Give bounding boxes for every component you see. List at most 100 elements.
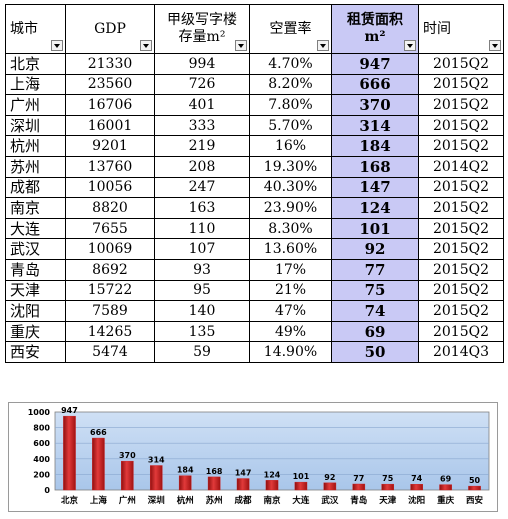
cell-stock[interactable]: 110: [154, 217, 250, 240]
cell-time[interactable]: 2014Q2: [418, 155, 504, 178]
chevron-down-icon[interactable]: [317, 40, 329, 51]
cell-city[interactable]: 青岛: [5, 258, 66, 281]
cell-gdp[interactable]: 21330: [65, 53, 155, 75]
cell-gdp[interactable]: 8820: [65, 197, 155, 219]
cell-stock[interactable]: 163: [154, 197, 250, 219]
cell-vacancy[interactable]: 23.90%: [249, 197, 332, 219]
cell-gdp[interactable]: 7589: [65, 300, 155, 322]
cell-vacancy[interactable]: 4.70%: [249, 53, 332, 75]
cell-stock[interactable]: 219: [154, 135, 250, 157]
cell-gdp[interactable]: 16706: [65, 94, 155, 116]
cell-gdp[interactable]: 8692: [65, 258, 155, 281]
bar-苏州: [207, 476, 221, 491]
cell-time[interactable]: 2014Q3: [418, 341, 504, 363]
cell-city[interactable]: 大连: [5, 217, 66, 240]
cell-vacancy[interactable]: 7.80%: [249, 94, 332, 116]
cell-stock[interactable]: 208: [154, 155, 250, 178]
cell-gdp[interactable]: 5474: [65, 341, 155, 363]
cell-time[interactable]: 2015Q2: [418, 238, 504, 260]
cell-vacancy[interactable]: 8.30%: [249, 217, 332, 240]
cell-stock[interactable]: 135: [154, 320, 250, 343]
cell-stock[interactable]: 333: [154, 114, 250, 137]
cell-time[interactable]: 2015Q2: [418, 94, 504, 116]
cell-time[interactable]: 2015Q2: [418, 217, 504, 240]
cell-gdp[interactable]: 9201: [65, 135, 155, 157]
cell-rent[interactable]: 370: [331, 94, 419, 116]
chevron-down-icon[interactable]: [51, 40, 63, 51]
cell-time[interactable]: 2015Q2: [418, 176, 504, 199]
cell-stock[interactable]: 59: [154, 341, 250, 363]
cell-rent[interactable]: 184: [331, 135, 419, 157]
cell-rent[interactable]: 77: [331, 258, 419, 281]
bar-chart-canvas: 0 200 400 600 800 1000 947 666 370 314 184 168 147 1…: [28, 406, 490, 506]
table-row: 青岛 8692 93 17% 77 2015Q2: [5, 258, 504, 281]
cell-vacancy[interactable]: 21%: [249, 279, 332, 302]
cell-gdp[interactable]: 10069: [65, 238, 155, 260]
cell-rent[interactable]: 168: [331, 155, 419, 178]
cell-rent[interactable]: 124: [331, 197, 419, 219]
cell-rent[interactable]: 101: [331, 217, 419, 240]
cell-gdp[interactable]: 15722: [65, 279, 155, 302]
cell-time[interactable]: 2015Q2: [418, 279, 504, 302]
cell-vacancy[interactable]: 17%: [249, 258, 332, 281]
cell-gdp[interactable]: 7655: [65, 217, 155, 240]
cell-vacancy[interactable]: 14.90%: [249, 341, 332, 363]
cell-city[interactable]: 沈阳: [5, 300, 66, 322]
chevron-down-icon[interactable]: [489, 40, 501, 51]
cell-city[interactable]: 上海: [5, 73, 66, 96]
cell-stock[interactable]: 95: [154, 279, 250, 302]
cell-stock[interactable]: 93: [154, 258, 250, 281]
cell-time[interactable]: 2015Q2: [418, 197, 504, 219]
cell-stock[interactable]: 401: [154, 94, 250, 116]
cell-gdp[interactable]: 13760: [65, 155, 155, 178]
cell-rent[interactable]: 314: [331, 114, 419, 137]
chevron-down-icon[interactable]: [404, 40, 416, 51]
cell-stock[interactable]: 107: [154, 238, 250, 260]
cell-rent[interactable]: 69: [331, 320, 419, 343]
cell-time[interactable]: 2015Q2: [418, 53, 504, 75]
cell-city[interactable]: 重庆: [5, 320, 66, 343]
cell-city[interactable]: 北京: [5, 53, 66, 75]
cell-rent[interactable]: 50: [331, 341, 419, 363]
cell-rent[interactable]: 147: [331, 176, 419, 199]
cell-city[interactable]: 深圳: [5, 114, 66, 137]
cell-rent[interactable]: 947: [331, 53, 419, 75]
cell-gdp[interactable]: 14265: [65, 320, 155, 343]
cell-city[interactable]: 广州: [5, 94, 66, 116]
cell-vacancy[interactable]: 49%: [249, 320, 332, 343]
cell-time[interactable]: 2015Q2: [418, 114, 504, 137]
cell-gdp[interactable]: 23560: [65, 73, 155, 96]
cell-gdp[interactable]: 10056: [65, 176, 155, 199]
cell-vacancy[interactable]: 19.30%: [249, 155, 332, 178]
cell-gdp[interactable]: 16001: [65, 114, 155, 137]
cell-city[interactable]: 武汉: [5, 238, 66, 260]
cell-vacancy[interactable]: 16%: [249, 135, 332, 157]
chevron-down-icon[interactable]: [140, 40, 152, 51]
cell-city[interactable]: 西安: [5, 341, 66, 363]
chevron-down-icon[interactable]: [235, 40, 247, 51]
cell-stock[interactable]: 247: [154, 176, 250, 199]
cell-vacancy[interactable]: 13.60%: [249, 238, 332, 260]
cell-city[interactable]: 南京: [5, 197, 66, 219]
cell-stock[interactable]: 726: [154, 73, 250, 96]
cell-city[interactable]: 苏州: [5, 155, 66, 178]
cell-time[interactable]: 2015Q2: [418, 320, 504, 343]
cell-rent[interactable]: 92: [331, 238, 419, 260]
data-label: 77: [353, 474, 364, 483]
cell-time[interactable]: 2015Q2: [418, 258, 504, 281]
cell-vacancy[interactable]: 40.30%: [249, 176, 332, 199]
cell-vacancy[interactable]: 5.70%: [249, 114, 332, 137]
cell-vacancy[interactable]: 47%: [249, 300, 332, 322]
cell-stock[interactable]: 994: [154, 53, 250, 75]
cell-stock[interactable]: 140: [154, 300, 250, 322]
cell-vacancy[interactable]: 8.20%: [249, 73, 332, 96]
cell-rent[interactable]: 666: [331, 73, 419, 96]
cell-time[interactable]: 2015Q2: [418, 73, 504, 96]
cell-rent[interactable]: 75: [331, 279, 419, 302]
cell-city[interactable]: 天津: [5, 279, 66, 302]
cell-city[interactable]: 成都: [5, 176, 66, 199]
cell-time[interactable]: 2015Q2: [418, 300, 504, 322]
cell-city[interactable]: 杭州: [5, 135, 66, 157]
cell-time[interactable]: 2015Q2: [418, 135, 504, 157]
cell-rent[interactable]: 74: [331, 300, 419, 322]
